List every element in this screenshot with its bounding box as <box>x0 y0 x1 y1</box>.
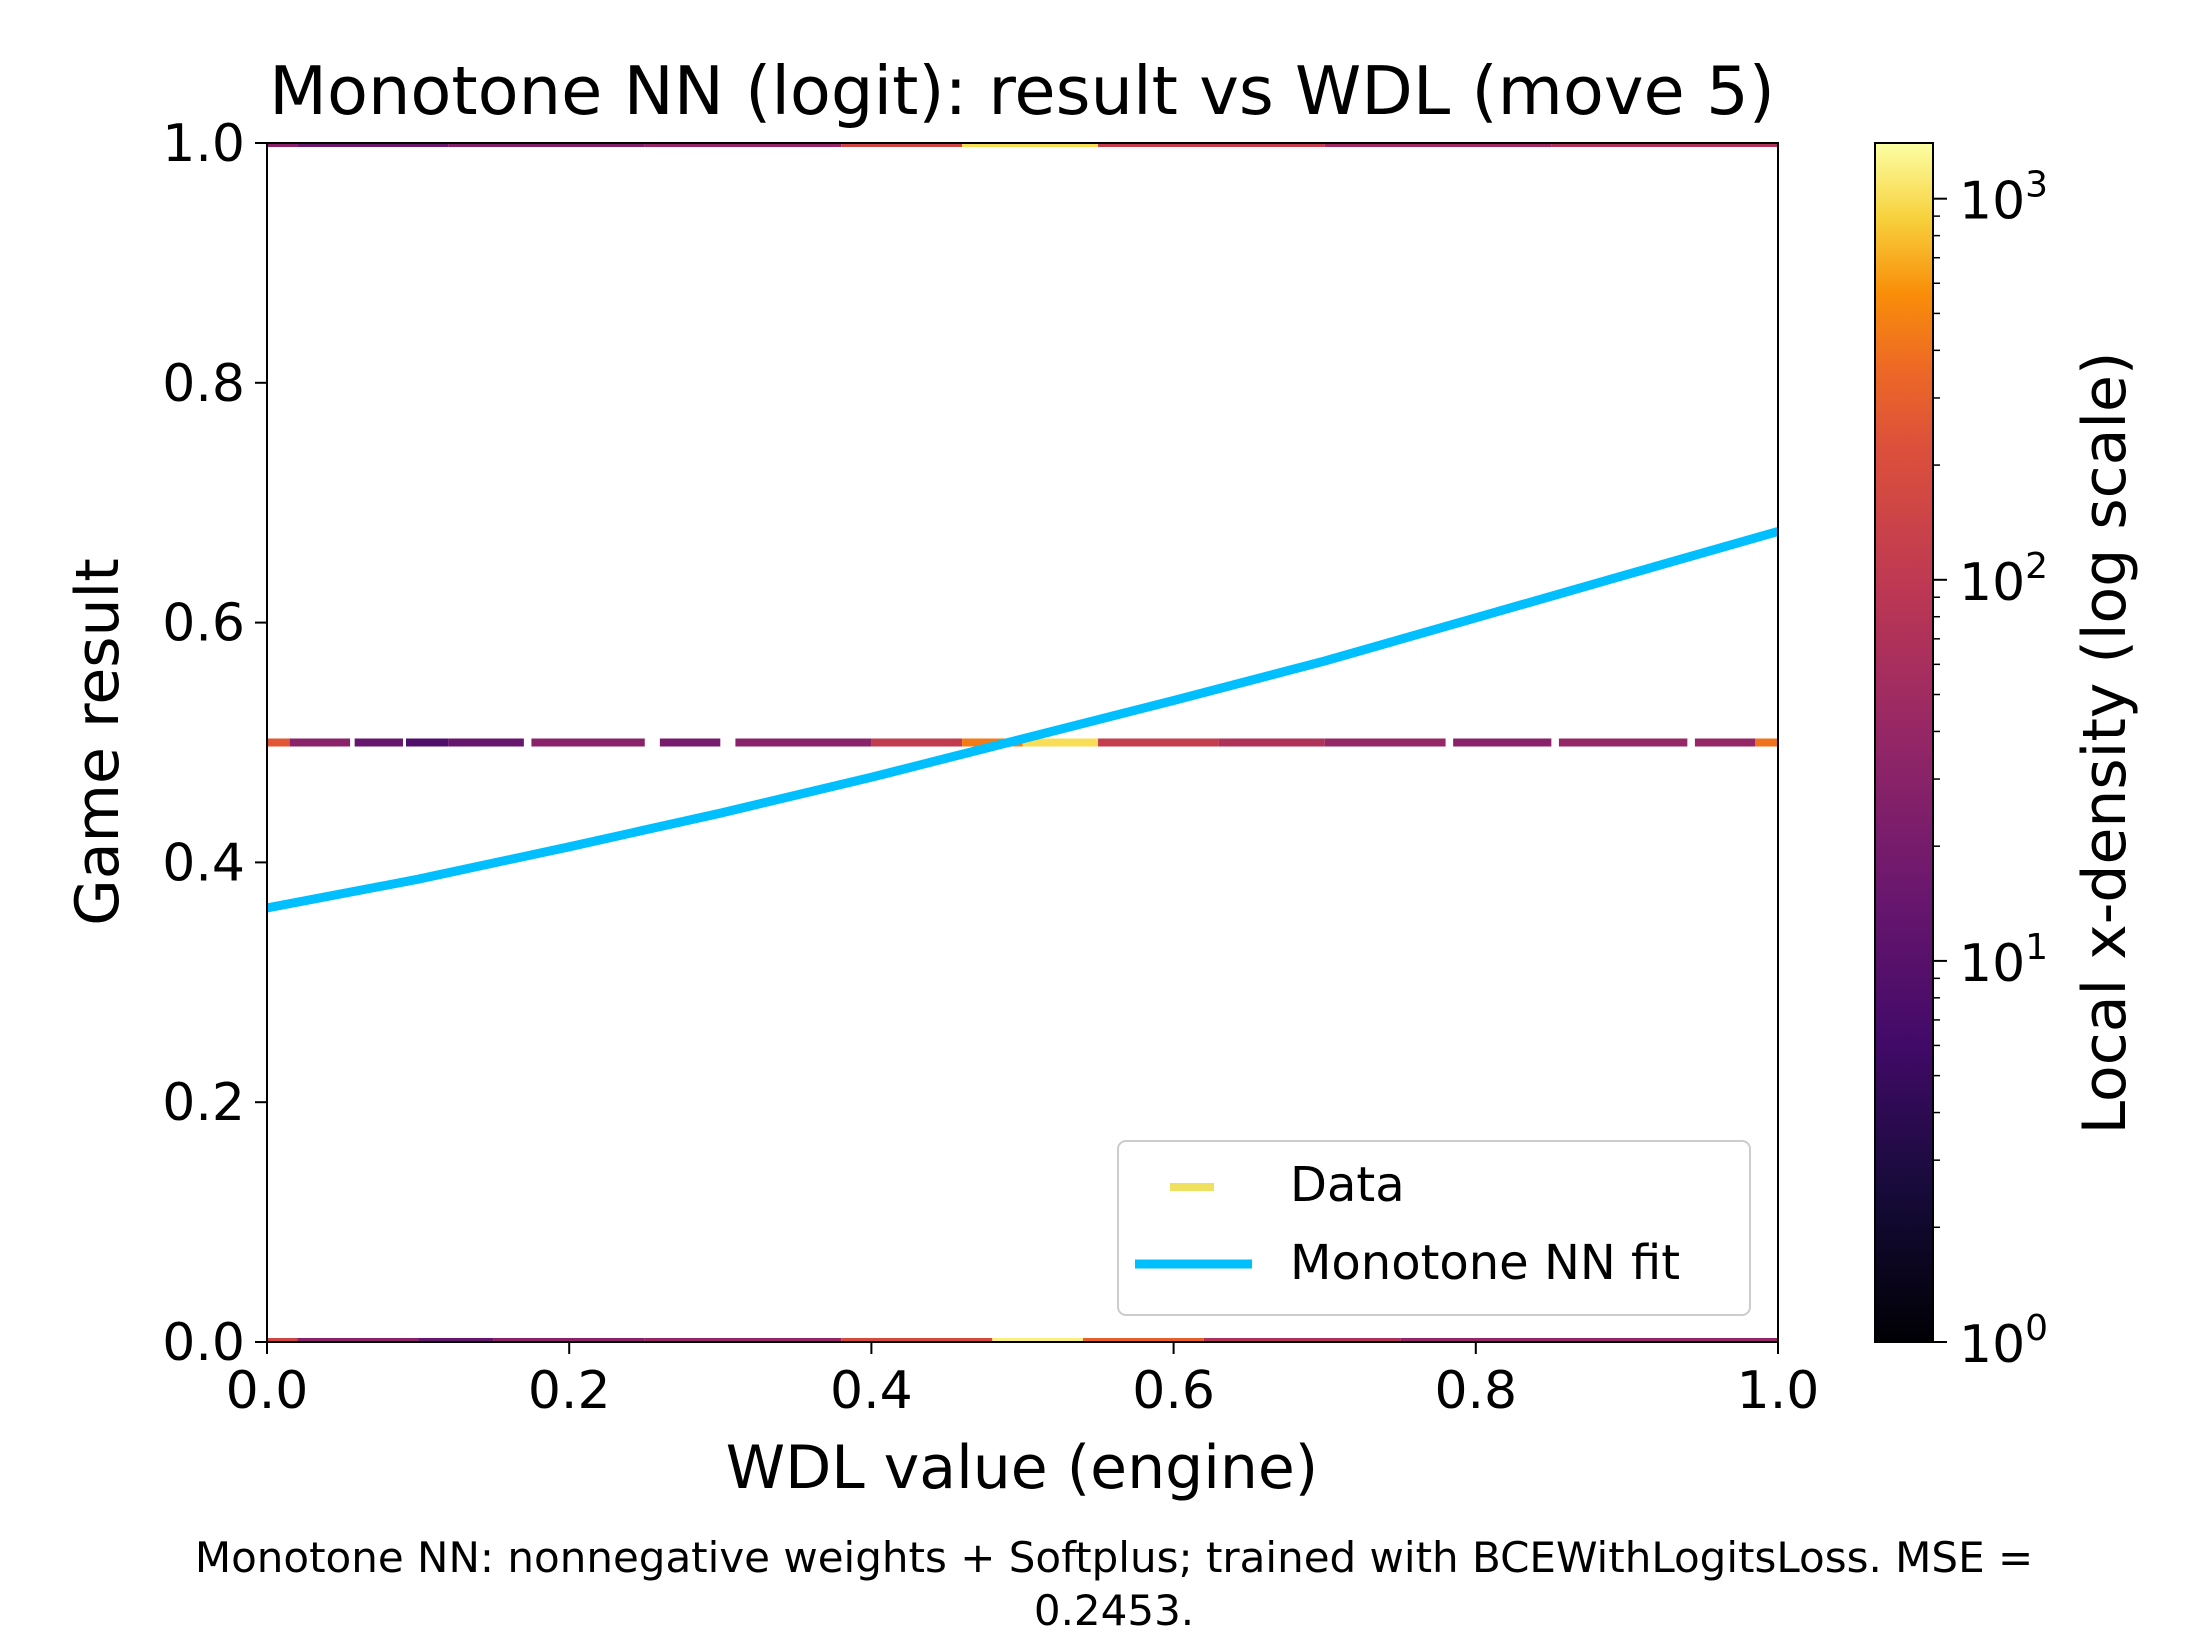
x-axis-label: WDL value (engine) <box>726 1433 1318 1503</box>
colorbar-tick-label: 103 <box>1959 165 2048 232</box>
y-tick-label: 0.0 <box>162 1313 245 1373</box>
colorbar-tick-label: 101 <box>1959 927 2048 994</box>
legend-box <box>1117 1140 1751 1316</box>
x-tick-label: 0.2 <box>528 1361 611 1421</box>
colorbar-gradient <box>1874 142 1934 1343</box>
y-axis: 0.0 0.2 0.4 0.6 0.8 1.0 <box>162 114 267 1373</box>
y-tick-label: 1.0 <box>162 114 245 174</box>
colorbar-tick-label: 102 <box>1959 546 2048 613</box>
plot-frame <box>266 142 1779 1343</box>
colorbar: 100 101 102 103 Local x-density (log scale) <box>1874 142 2140 1375</box>
x-tick-label: 0.0 <box>226 1361 309 1421</box>
fit-layer <box>267 527 1778 913</box>
y-axis-label: Game result <box>63 558 133 925</box>
x-axis: 0.0 0.2 0.4 0.6 0.8 1.0 <box>226 1342 1820 1421</box>
y-tick-label: 0.6 <box>162 594 245 654</box>
x-tick-label: 0.8 <box>1434 1361 1517 1421</box>
x-tick-label: 0.4 <box>830 1361 913 1421</box>
caption-overflow: 0.2453. <box>1034 1586 1194 1632</box>
colorbar-tick-label: 100 <box>1959 1308 2048 1375</box>
legend-data-label: Data <box>1290 1157 1405 1213</box>
y-tick-label: 0.2 <box>162 1073 245 1133</box>
colorbar-ticks: 100 101 102 103 <box>1933 165 2048 1375</box>
colorbar-label: Local x-density (log scale) <box>2070 352 2140 1135</box>
caption: Monotone NN: nonnegative weights + Softp… <box>195 1533 2033 1582</box>
y-tick-label: 0.8 <box>162 354 245 414</box>
legend: Data Monotone NN fit <box>1117 1140 1751 1316</box>
fit-line <box>267 527 1778 913</box>
chart-title: Monotone NN (logit): result vs WDL (move… <box>269 52 1775 130</box>
x-tick-label: 0.6 <box>1132 1361 1215 1421</box>
legend-fit-label: Monotone NN fit <box>1290 1235 1680 1291</box>
x-tick-label: 1.0 <box>1737 1361 1820 1421</box>
y-tick-label: 0.4 <box>162 833 245 893</box>
